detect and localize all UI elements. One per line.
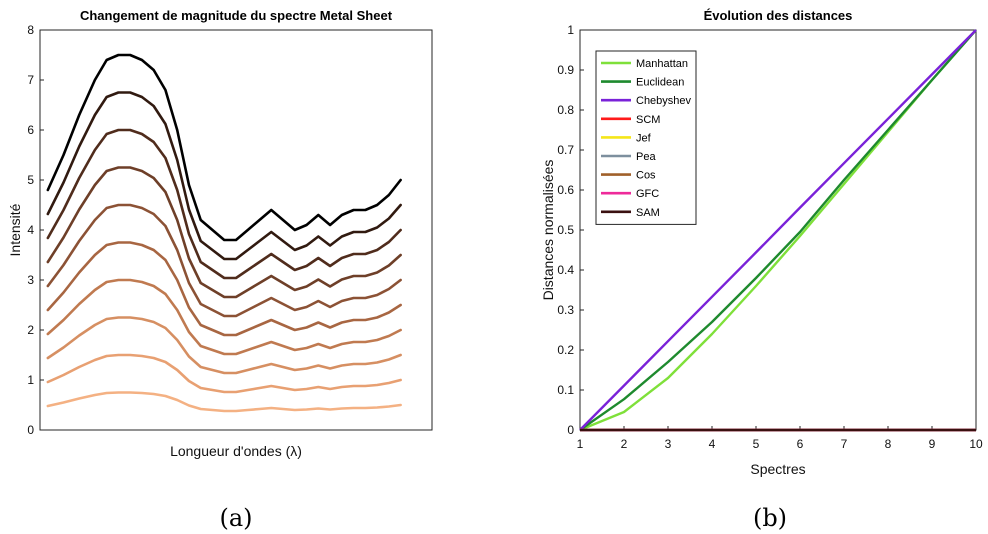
chart-b-y-tick-label: 0.6 xyxy=(557,183,574,197)
chart-b-legend-label-pea: Pea xyxy=(636,151,656,163)
chart-b-legend-label-cos: Cos xyxy=(636,170,656,182)
chart-a-y-tick-label: 4 xyxy=(27,223,34,237)
chart-b-legend: Manhattan Euclidean Chebyshev SCM Jef Pea Cos G… xyxy=(595,50,697,225)
chart-a-y-tick-label: 7 xyxy=(27,73,34,87)
chart-b-y-tick-label: 0.4 xyxy=(557,263,574,277)
chart-b-y-tick-label: 0.5 xyxy=(557,223,574,237)
chart-a-series-line-4 xyxy=(46,278,402,356)
chart-b-x-tick-label: 7 xyxy=(841,437,848,451)
panel-b-distance-chart: Évolution des distances 0 0.1 0.2 0.3 0.4 0.5… xyxy=(540,8,983,532)
chart-b-legend-label-manhattan: Manhattan xyxy=(636,58,688,70)
chart-a-y-tick-label: 3 xyxy=(27,273,34,287)
chart-b-series-line-euclidean xyxy=(579,29,977,431)
chart-a-y-axis-label: Intensité xyxy=(7,203,23,256)
chart-a-series-line-3 xyxy=(46,316,402,375)
chart-a-series-line-7 xyxy=(46,166,402,299)
chart-b-x-tick-label: 5 xyxy=(753,437,760,451)
chart-a-series-line-5 xyxy=(46,241,402,337)
chart-b-y-tick-label: 0.8 xyxy=(557,103,574,117)
chart-b-caption: (b) xyxy=(753,504,787,532)
chart-b-x-tick-label: 10 xyxy=(969,437,983,451)
chart-b-x-tick-label: 4 xyxy=(709,437,716,451)
panel-a-spectrum-chart: Changement de magnitude du spectre Metal… xyxy=(7,8,433,532)
chart-a-series-line-6 xyxy=(46,203,402,318)
chart-b-x-tick-label: 1 xyxy=(577,437,584,451)
chart-b-legend-box xyxy=(595,50,697,225)
chart-b-y-tick-label: 0.9 xyxy=(557,63,574,77)
chart-b-legend-label-jef: Jef xyxy=(636,132,652,144)
chart-b-title: Évolution des distances xyxy=(704,8,853,23)
chart-b-legend-label-sam: SAM xyxy=(636,207,660,219)
chart-a-series-line-8 xyxy=(46,128,402,280)
chart-a-y-tick-label: 0 xyxy=(27,423,34,437)
chart-a-series-lines xyxy=(46,53,402,413)
chart-b-y-tick-label: 0 xyxy=(567,423,574,437)
chart-b-series-lines xyxy=(579,29,977,432)
chart-b-x-axis-label: Spectres xyxy=(750,461,805,477)
chart-a-x-axis-label: Longueur d'ondes (λ) xyxy=(170,443,302,459)
chart-a-series-line-10 xyxy=(46,53,402,242)
chart-b-legend-label-chebyshev: Chebyshev xyxy=(636,95,692,107)
chart-a-series-line-1 xyxy=(46,391,402,413)
chart-a-title: Changement de magnitude du spectre Metal… xyxy=(80,8,393,23)
chart-b-legend-label-scm: SCM xyxy=(636,114,660,126)
chart-b-x-tick-label: 9 xyxy=(929,437,936,451)
chart-b-x-tick-label: 2 xyxy=(621,437,628,451)
chart-b-x-tick-label: 6 xyxy=(797,437,804,451)
chart-a-series-line-9 xyxy=(46,91,402,261)
chart-b-y-axis-label: Distances normalisées xyxy=(540,160,556,301)
chart-b-y-tick-label: 0.1 xyxy=(557,383,574,397)
chart-a-series-line-2 xyxy=(46,353,402,394)
chart-a-y-tick-label: 1 xyxy=(27,373,34,387)
chart-a-y-tick-label: 8 xyxy=(27,23,34,37)
chart-b-y-tick-label: 1 xyxy=(567,23,574,37)
chart-b-y-tick-label: 0.3 xyxy=(557,303,574,317)
chart-b-y-tick-label: 0.2 xyxy=(557,343,574,357)
chart-a-caption: (a) xyxy=(219,504,252,532)
chart-a-y-tick-label: 2 xyxy=(27,323,34,337)
chart-b-x-tick-label: 3 xyxy=(665,437,672,451)
chart-a-y-tick-label: 6 xyxy=(27,123,34,137)
chart-a-y-tick-label: 5 xyxy=(27,173,34,187)
chart-b-legend-label-euclidean: Euclidean xyxy=(636,77,684,89)
chart-a-y-ticks: 0 1 2 3 4 5 6 7 8 xyxy=(27,23,44,437)
chart-b-legend-label-gfc: GFC xyxy=(636,188,659,200)
chart-b-y-ticks: 0 0.1 0.2 0.3 0.4 0.5 0.6 0.7 0.8 0.9 1 xyxy=(557,23,584,437)
chart-b-y-tick-label: 0.7 xyxy=(557,143,574,157)
chart-b-series-line-chebyshev xyxy=(579,29,977,431)
chart-b-x-ticks: 1 2 3 4 5 6 7 8 9 10 xyxy=(577,426,983,451)
chart-b-x-tick-label: 8 xyxy=(885,437,892,451)
